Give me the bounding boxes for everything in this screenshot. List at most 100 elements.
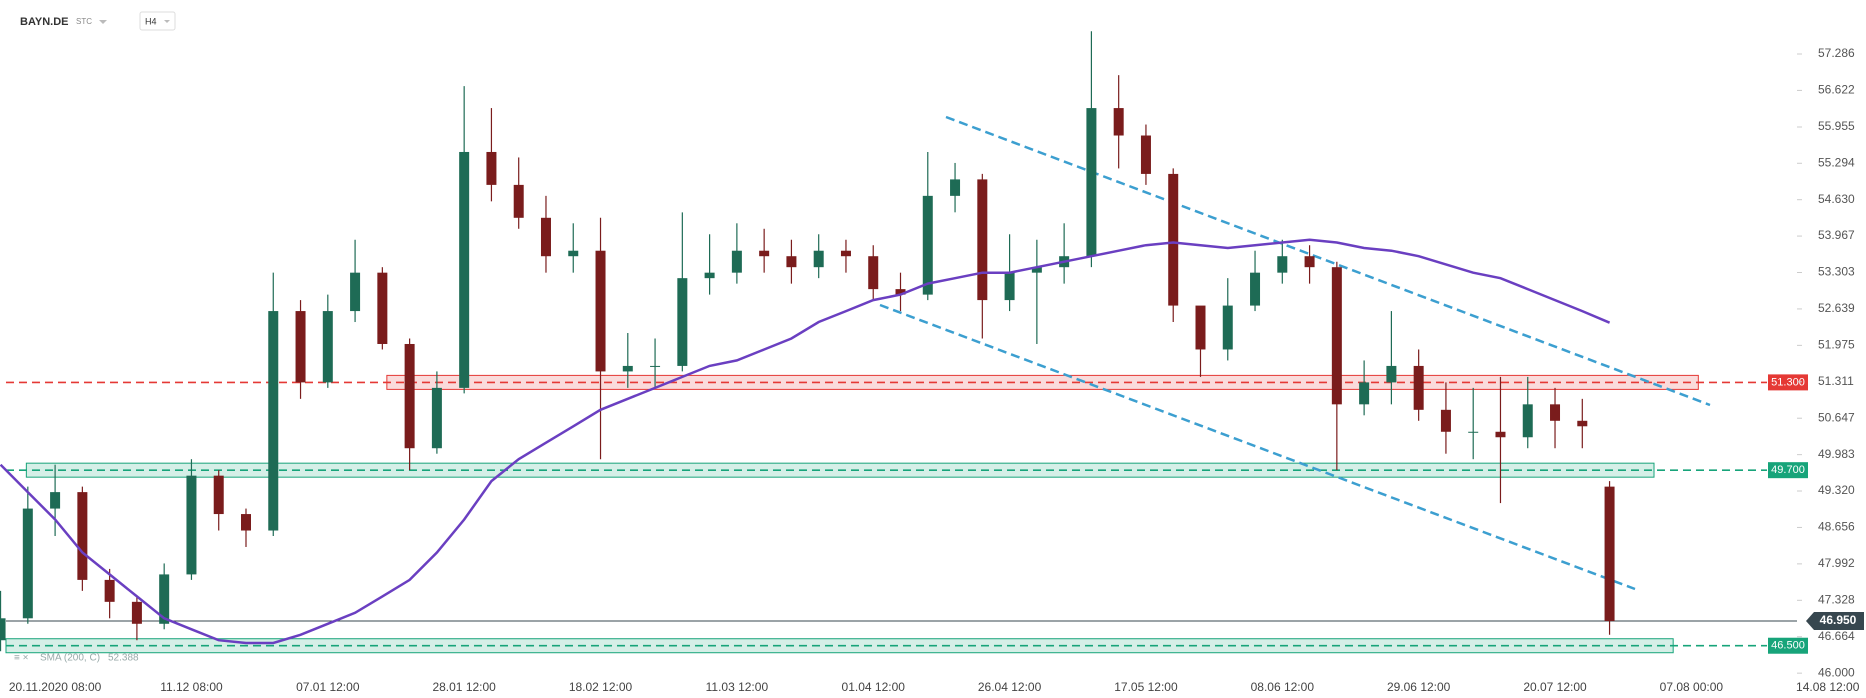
candle-body — [295, 311, 306, 383]
candle-body — [1140, 135, 1151, 174]
candle-body — [104, 579, 115, 602]
x-tick-label: 20.07 12:00 — [1523, 680, 1587, 694]
candle-body — [950, 179, 961, 196]
candle-body — [704, 272, 715, 279]
y-tick-label: 49.320 — [1818, 483, 1855, 497]
x-tick-label: 07.01 12:00 — [296, 680, 360, 694]
candle-body — [1195, 305, 1206, 350]
candle-body — [650, 365, 661, 367]
x-tick-label: 29.06 12:00 — [1387, 680, 1451, 694]
x-tick-label: 11.03 12:00 — [706, 680, 769, 694]
candle-body — [350, 272, 361, 312]
y-tick-label: 53.967 — [1818, 228, 1855, 242]
candle-body — [0, 618, 6, 641]
y-tick-label: 51.311 — [1818, 374, 1854, 388]
sma-legend: ≡ × SMA (200, C) 52.388 — [14, 653, 139, 664]
y-tick-label: 55.955 — [1818, 119, 1855, 133]
last-price-tag — [1806, 612, 1864, 631]
x-tick-label: 18.02 12:00 — [569, 680, 633, 694]
candle-body — [1577, 420, 1588, 427]
x-tick-label: 28.01 12:00 — [432, 680, 496, 694]
candle-body — [622, 365, 633, 372]
candle-body — [159, 574, 170, 624]
candle-body — [377, 272, 388, 344]
candle-body — [268, 311, 279, 531]
candle-body — [1495, 431, 1506, 438]
candle-body — [540, 217, 551, 257]
sma-legend-name: SMA (200, C) — [40, 653, 100, 664]
candle-body — [1440, 409, 1451, 432]
candle-body — [868, 256, 879, 290]
x-tick-label: 08.06 12:00 — [1251, 680, 1315, 694]
candle-body — [1550, 404, 1561, 421]
candle-body — [322, 311, 333, 383]
candle-body — [50, 492, 61, 509]
level-tag-label: 51.300 — [1771, 376, 1805, 388]
candle-body — [895, 289, 906, 295]
candle-body — [1359, 382, 1370, 405]
y-tick-label: 46.664 — [1818, 629, 1855, 643]
candle-body — [22, 508, 33, 619]
y-tick-label: 53.303 — [1818, 265, 1855, 279]
axes: 57.286 56.622 55.955 55.294 54.630 53.967 53.3… — [9, 46, 1864, 694]
candle-body — [513, 184, 524, 218]
x-tick-label: 17.05 12:00 — [1114, 680, 1178, 694]
candle-body — [1468, 431, 1479, 433]
candles — [0, 31, 1615, 652]
interval-box[interactable] — [139, 11, 176, 31]
candle-body — [813, 250, 824, 268]
candle-body — [977, 179, 988, 301]
candle-body — [1331, 267, 1342, 405]
legend-icon[interactable]: ≡ × — [14, 653, 29, 664]
symbol: BAYN.DE — [20, 16, 69, 28]
y-tick-label: 47.992 — [1818, 556, 1855, 570]
candle-body — [1604, 486, 1615, 622]
x-tick-label: 26.04 12:00 — [978, 680, 1042, 694]
x-tick-label: 14.08 12:00 — [1796, 680, 1860, 694]
sma-line — [0, 238, 1611, 645]
level-tag — [1768, 374, 1808, 391]
candle-body — [1086, 108, 1097, 257]
source-caret[interactable] — [99, 20, 107, 24]
candle-body — [186, 475, 197, 575]
y-tick-label: 51.975 — [1818, 338, 1855, 352]
level-tag-label: 49.700 — [1771, 464, 1805, 476]
overlays — [0, 238, 1611, 645]
y-tick-label: 47.328 — [1818, 592, 1855, 606]
candle-body — [240, 514, 251, 531]
candle-body — [1386, 365, 1397, 383]
level-tag — [1768, 637, 1808, 654]
interval-caret[interactable] — [164, 20, 170, 23]
candle-body — [922, 195, 933, 295]
source[interactable]: STC — [76, 17, 92, 26]
candle-body — [731, 250, 742, 273]
candle-body — [213, 475, 224, 515]
zones: 51.300 49.700 46.500 — [5, 374, 1808, 654]
candle-body — [568, 250, 579, 257]
channel-upper — [945, 115, 1711, 407]
candle-body — [1004, 272, 1015, 301]
candle-body — [595, 250, 606, 372]
sma-legend-value: 52.388 — [108, 653, 139, 664]
y-tick-label: 49.983 — [1818, 447, 1855, 461]
candle-body — [677, 278, 688, 366]
candle-body — [1413, 365, 1424, 410]
y-tick-label: 50.647 — [1818, 410, 1855, 424]
candle-body — [404, 343, 415, 449]
interval[interactable]: H4 — [145, 16, 157, 26]
candle-body — [459, 151, 470, 388]
candle-body — [1113, 108, 1124, 136]
channel-lower — [879, 303, 1636, 591]
level-tag — [1768, 462, 1808, 479]
candle-body — [1168, 173, 1179, 306]
y-tick-label: 52.639 — [1818, 301, 1855, 315]
header: BAYN.DE STC H4 — [20, 11, 176, 31]
candle-body — [1222, 305, 1233, 350]
candle-body — [131, 601, 142, 624]
candle-body — [431, 387, 442, 449]
y-tick-label: 55.294 — [1818, 155, 1855, 169]
candle-body — [486, 151, 497, 185]
level-tag-label: 46.500 — [1771, 640, 1805, 652]
